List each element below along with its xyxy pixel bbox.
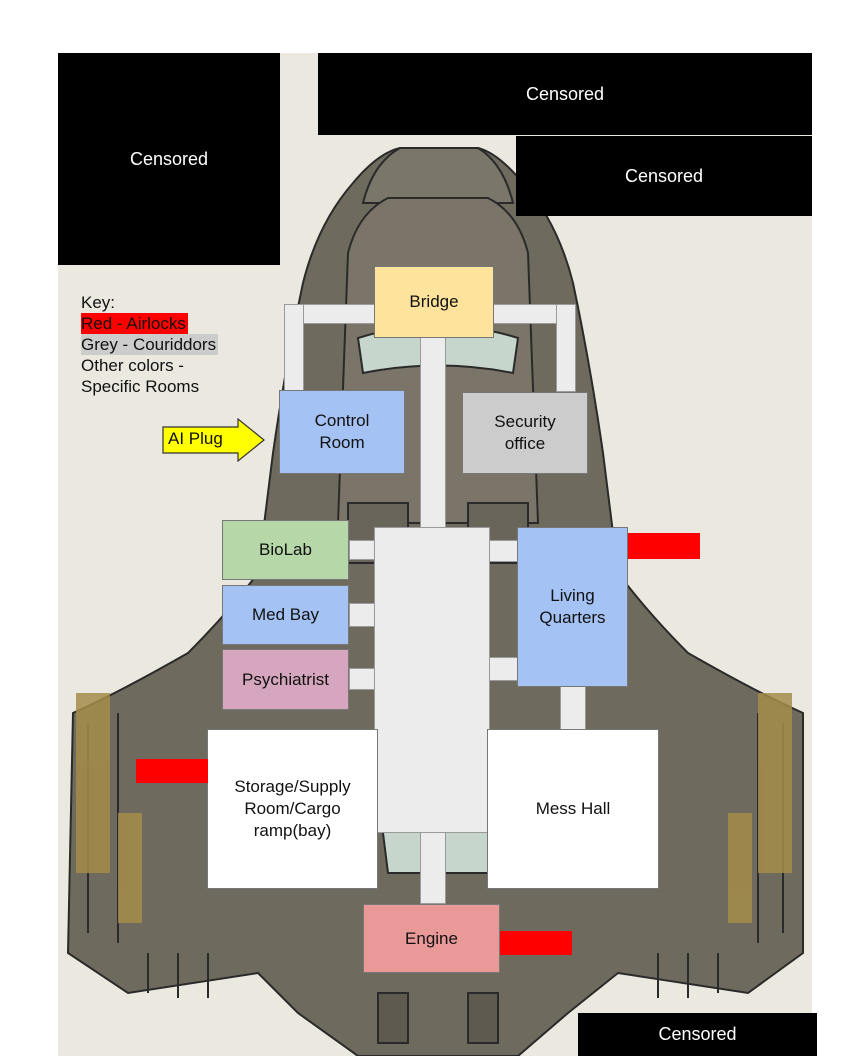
corridor-main-spine xyxy=(420,336,446,528)
airlock-storage xyxy=(136,759,208,783)
legend-other-line-2: Specific Rooms xyxy=(81,377,200,396)
legend-title: Key: xyxy=(81,293,116,312)
room-medbay-label: Med Bay xyxy=(251,605,320,624)
legend-other-line-1: Other colors - xyxy=(81,356,184,375)
room-living-label-2: Quarters xyxy=(539,608,606,627)
room-security: Security office xyxy=(462,392,588,474)
corridor-to-medbay xyxy=(349,603,375,627)
legend-grey-corridors: Grey - Couriddors xyxy=(81,334,219,355)
room-biolab: BioLab xyxy=(222,520,349,580)
room-medbay: Med Bay xyxy=(222,585,349,645)
ai-plug-label: AI Plug xyxy=(168,429,223,448)
room-engine: Engine xyxy=(363,904,500,973)
room-psychiatrist-label: Psychiatrist xyxy=(242,669,329,689)
airlock-engine xyxy=(500,931,572,955)
room-storage-label-3: ramp(bay) xyxy=(253,821,332,840)
corridor-to-psychiatrist xyxy=(349,668,375,690)
room-living-label-1: Living xyxy=(550,586,595,605)
room-mess-label: Mess Hall xyxy=(535,799,611,818)
censored-block-right: Censored xyxy=(516,136,812,216)
corridor-left-vertical xyxy=(284,304,304,392)
room-bridge: Bridge xyxy=(374,266,494,338)
room-bridge-label: Bridge xyxy=(409,292,459,311)
room-storage-label-2: Room/Cargo xyxy=(244,799,341,818)
censored-block-bottom-right: Censored xyxy=(578,1013,817,1056)
ai-plug-arrow-icon xyxy=(162,418,265,462)
corridor-right-vertical xyxy=(556,304,576,392)
room-living-quarters: Living Quarters xyxy=(517,527,628,687)
corridor-to-engine xyxy=(420,832,446,904)
room-security-label-2: office xyxy=(504,434,546,453)
room-storage-label-1: Storage/Supply xyxy=(234,777,351,796)
room-storage: Storage/Supply Room/Cargo ramp(bay) xyxy=(207,729,378,889)
room-control-label-2: Room xyxy=(319,433,365,452)
legend-red-airlocks: Red - Airlocks xyxy=(81,313,188,334)
room-engine-label: Engine xyxy=(405,928,458,948)
censored-block-top-right: Censored xyxy=(318,53,812,135)
corridor-to-living-bottom xyxy=(489,657,519,681)
room-security-label-1: Security xyxy=(494,412,556,431)
room-control-label-1: Control xyxy=(314,411,370,430)
room-biolab-label: BioLab xyxy=(259,540,312,559)
airlock-living-quarters xyxy=(628,533,700,559)
room-control: Control Room xyxy=(279,390,405,474)
legend-key: Key: Red - Airlocks Grey - Couriddors Ot… xyxy=(81,292,219,397)
corridor-to-living-top xyxy=(489,540,519,562)
corridor-central-hall xyxy=(374,527,490,833)
room-mess-hall: Mess Hall xyxy=(487,729,659,889)
corridor-living-to-mess xyxy=(560,686,586,730)
corridor-to-biolab xyxy=(349,540,375,560)
room-psychiatrist: Psychiatrist xyxy=(222,649,349,710)
censored-block-top-left: Censored xyxy=(58,53,280,265)
